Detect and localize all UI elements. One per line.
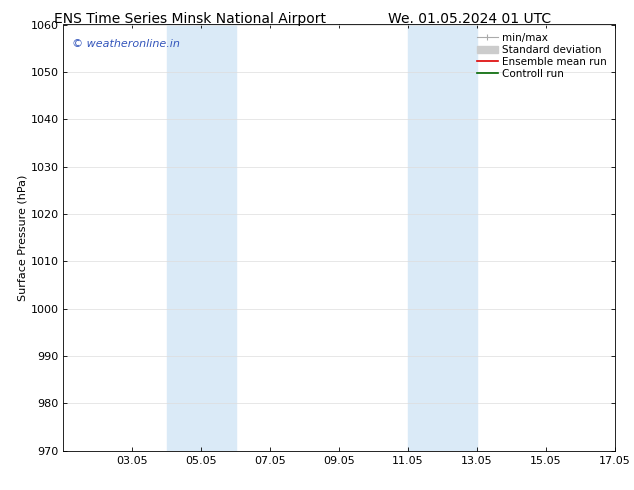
Bar [408,24,477,451]
Bar [167,24,236,451]
Text: We. 01.05.2024 01 UTC: We. 01.05.2024 01 UTC [387,12,551,26]
Legend: min/max, Standard deviation, Ensemble mean run, Controll run: min/max, Standard deviation, Ensemble me… [474,30,610,82]
Text: © weatheronline.in: © weatheronline.in [72,39,179,49]
Text: ENS Time Series Minsk National Airport: ENS Time Series Minsk National Airport [54,12,327,26]
Y-axis label: Surface Pressure (hPa): Surface Pressure (hPa) [18,174,28,301]
